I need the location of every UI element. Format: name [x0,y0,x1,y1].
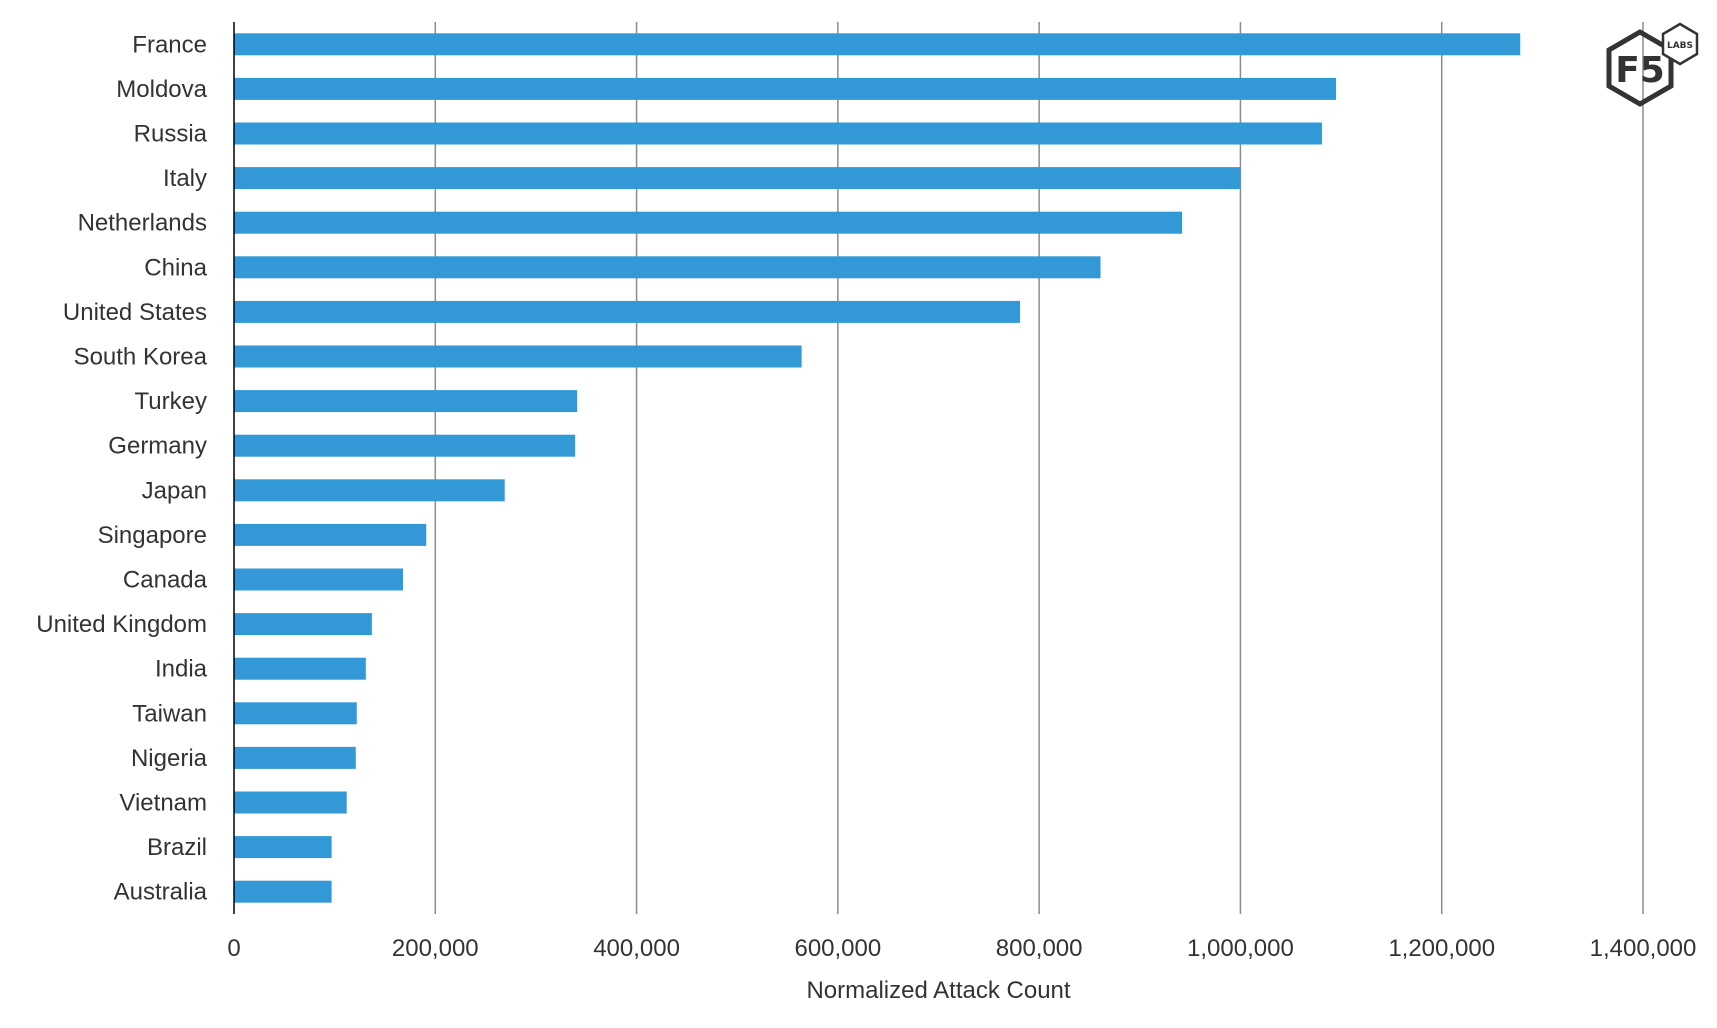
bar [234,390,578,413]
bar [234,568,404,591]
logo-badge-hexagon [1661,22,1699,66]
category-label: United Kingdom [36,611,207,638]
bar [234,791,347,814]
bars [234,33,1521,903]
category-label: Singapore [98,522,207,549]
grid-lines [434,22,1644,914]
bar [234,613,372,636]
bar [234,167,1241,190]
x-axis-title: Normalized Attack Count [806,977,1070,1004]
category-label: Russia [134,121,208,148]
category-labels: France Moldova Russia Italy Netherlands China… [36,31,207,905]
bar [234,345,802,368]
category-label: Moldova [116,76,207,103]
category-label: Turkey [135,388,207,415]
bar [234,702,357,725]
category-label: India [155,656,208,683]
x-tick-label: 200,000 [392,935,479,962]
category-label: Australia [114,879,208,906]
bar [234,746,356,769]
category-label: China [144,254,207,281]
category-label: United States [63,299,207,326]
bar [234,880,332,903]
logo-badge-text: LABS [1667,41,1693,51]
x-tick-label: 600,000 [794,935,881,962]
x-tick-label: 400,000 [593,935,680,962]
bar [234,211,1183,234]
x-tick-label: 0 [227,935,240,962]
category-label: South Korea [74,344,208,371]
category-label: Nigeria [131,745,208,772]
bar [234,836,332,859]
category-label: Taiwan [132,700,207,727]
bar [234,122,1322,145]
x-tick-labels: 0 200,000 400,000 600,000 800,000 1,000,000 1,… [227,935,1696,962]
category-label: Vietnam [119,790,207,817]
category-label: Canada [123,567,208,594]
category-label: Japan [142,477,207,504]
bar [234,479,505,502]
x-tick-label: 800,000 [996,935,1083,962]
category-label: Germany [108,433,207,460]
category-label: France [132,31,207,58]
x-tick-label: 1,400,000 [1590,935,1697,962]
category-label: Brazil [147,834,207,861]
bar [234,77,1337,100]
bar [234,434,576,457]
category-label: Italy [163,165,207,192]
x-tick-label: 1,000,000 [1187,935,1294,962]
bar [234,33,1521,56]
bar [234,256,1101,279]
logo-main-text: F5 [1615,50,1665,91]
x-tick-label: 1,200,000 [1388,935,1495,962]
f5-labs-logo: F5 LABS [1606,22,1699,107]
category-label: Netherlands [78,210,207,237]
bar [234,657,366,680]
bar [234,300,1021,323]
bar [234,523,427,546]
